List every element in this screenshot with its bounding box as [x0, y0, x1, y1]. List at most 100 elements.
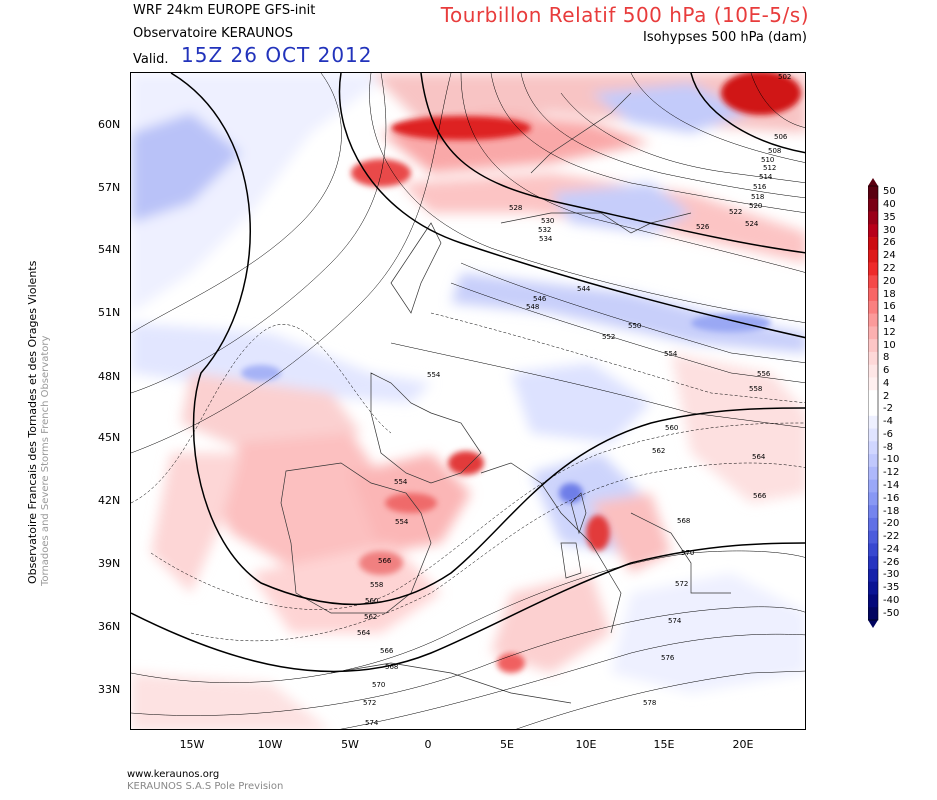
lon-tick: 10W: [257, 738, 283, 751]
scale-swatch: [868, 403, 878, 417]
contour-label: 524: [745, 220, 759, 228]
scale-swatch: [868, 505, 878, 519]
scale-label: 22: [883, 262, 896, 274]
footer-company: KERAUNOS S.A.S Pole Prevision: [127, 781, 284, 792]
contour-label: 560: [365, 597, 378, 605]
contour-label: 564: [357, 629, 371, 637]
contour-label: 568: [385, 663, 398, 671]
scale-swatch: [868, 224, 878, 238]
lat-tick: 48N: [98, 370, 121, 383]
lon-tick: 5E: [500, 738, 514, 751]
scale-swatch: [868, 415, 878, 429]
lat-tick: 42N: [98, 494, 121, 507]
scale-label: -24: [883, 543, 900, 555]
contour-label: 568: [677, 517, 690, 525]
scale-label: -35: [883, 582, 900, 594]
scale-swatch: [868, 543, 878, 557]
scale-label: 26: [883, 237, 896, 249]
scale-swatch: [868, 441, 878, 455]
footer-url[interactable]: www.keraunos.org: [127, 769, 220, 780]
contour-label: 518: [751, 193, 764, 201]
scale-label: 2: [883, 390, 890, 402]
field-title: Tourbillon Relatif 500 hPa (10E-5/s): [440, 3, 809, 27]
lat-tick: 45N: [98, 431, 121, 444]
contour-label: 562: [364, 613, 377, 621]
scale-label: -16: [883, 492, 900, 504]
lon-tick: 0: [424, 738, 432, 751]
scale-arrow-top: [868, 178, 878, 186]
scale-label: 40: [883, 199, 896, 211]
scale-swatch: [868, 492, 878, 506]
scale-label: 14: [883, 314, 896, 326]
scale-label: -12: [883, 467, 900, 479]
contour-label: 506: [774, 133, 788, 141]
scale-swatch: [868, 428, 878, 442]
scale-swatch: [868, 211, 878, 225]
scale-label: 18: [883, 288, 896, 300]
scale-swatch: [868, 390, 878, 404]
contour-label: 554: [394, 478, 408, 486]
lon-tick: 10E: [575, 738, 597, 751]
scale-label: -8: [883, 441, 893, 453]
contour-label: 566: [380, 647, 394, 655]
color-scale-bar: [867, 178, 879, 628]
lat-tick: 57N: [98, 181, 121, 194]
contour-label: 550: [628, 322, 641, 330]
lat-tick: 36N: [98, 620, 121, 633]
scale-swatch: [868, 607, 878, 621]
scale-label: 35: [883, 211, 896, 223]
contour-label: 514: [759, 173, 773, 181]
coastlines: [280, 92, 731, 704]
vorticity-color-scale: [867, 178, 937, 628]
scale-swatch: [868, 530, 878, 544]
scale-arrow-bottom: [868, 620, 878, 628]
scale-swatch: [868, 339, 878, 353]
scale-swatch: [868, 313, 878, 327]
scale-label: 30: [883, 224, 896, 236]
contour-label: 554: [427, 371, 441, 379]
scale-label: -6: [883, 428, 893, 440]
scale-label: 24: [883, 250, 896, 262]
valid-label: Valid.: [133, 52, 169, 67]
contour-label: 510: [761, 156, 774, 164]
contour-label: 566: [378, 557, 392, 565]
lon-tick: 20E: [732, 738, 754, 751]
contour-label: 570: [681, 549, 694, 557]
contour-label: 520: [749, 202, 762, 210]
scale-swatch: [868, 594, 878, 608]
scale-swatch: [868, 249, 878, 263]
scale-swatch: [868, 466, 878, 480]
scale-swatch: [868, 568, 878, 583]
scale-swatch: [868, 288, 878, 302]
scale-label: -20: [883, 518, 900, 530]
scale-swatch: [868, 364, 878, 378]
scale-label: 4: [883, 377, 890, 389]
scale-swatch: [868, 517, 878, 531]
contour-label: 558: [749, 385, 762, 393]
lat-tick: 60N: [98, 118, 121, 131]
contour-label: 564: [752, 453, 766, 461]
side-title: Observatoire Francais des Tornades et de…: [26, 260, 39, 584]
valid-time: 15Z 26 OCT 2012: [181, 43, 373, 67]
organization-name: Observatoire KERAUNOS: [133, 26, 293, 41]
scale-swatch: [868, 479, 878, 493]
model-info: WRF 24km EUROPE GFS-init: [133, 3, 316, 18]
scale-label: -40: [883, 594, 900, 606]
scale-label: 10: [883, 339, 896, 351]
scale-swatch: [868, 300, 878, 314]
contour-label: 528: [509, 204, 522, 212]
contour-labels: 502 506 508 510 512 514 516 518 520 522 …: [357, 73, 791, 727]
contour-label: 572: [363, 699, 376, 707]
contour-label: 534: [539, 235, 553, 243]
scale-label: -4: [883, 416, 893, 428]
contour-label: 502: [778, 73, 791, 81]
side-subtitle: Tornadoes and Severe Storms French Obser…: [40, 335, 51, 586]
scale-label: -14: [883, 479, 900, 491]
isohypse-title: Isohypses 500 hPa (dam): [643, 30, 807, 45]
scale-label: 50: [883, 186, 896, 198]
vorticity-map: 502 506 508 510 512 514 516 518 520 522 …: [130, 72, 806, 730]
contour-label: 558: [370, 581, 383, 589]
scale-swatch: [868, 556, 878, 570]
vorticity-maxima: [241, 73, 801, 673]
contour-label: 516: [753, 183, 767, 191]
